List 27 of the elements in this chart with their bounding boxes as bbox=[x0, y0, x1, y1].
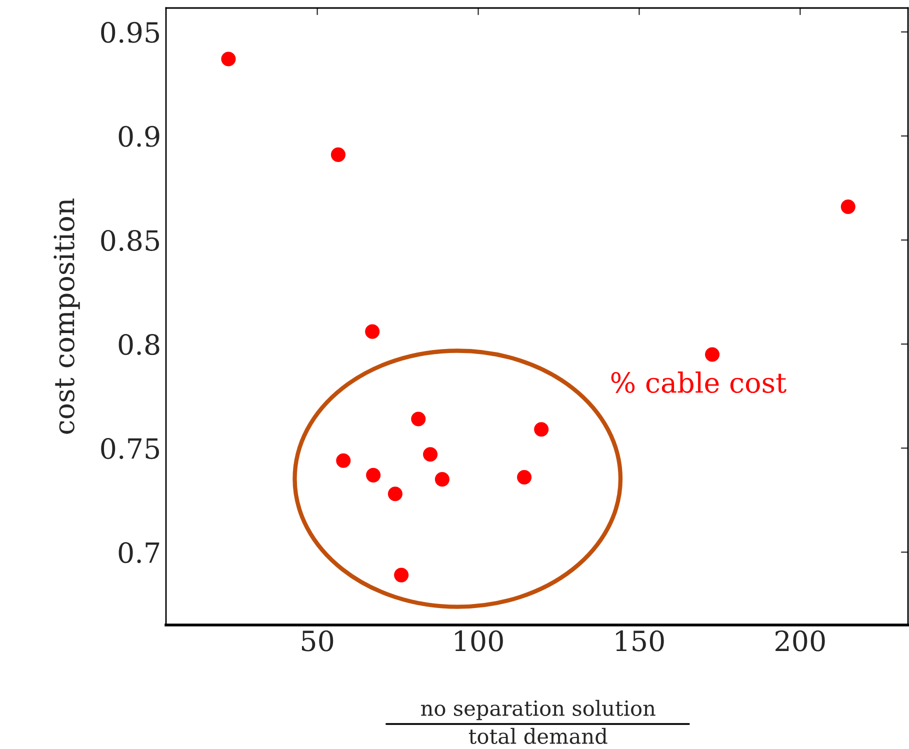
y-tick-label: 0.9 bbox=[118, 126, 160, 147]
point bbox=[704, 347, 720, 362]
y-axis-title: cost composition bbox=[54, 198, 80, 434]
y-tick-label: 0.8 bbox=[118, 334, 160, 356]
point bbox=[394, 568, 409, 582]
y-tick-label: 0.85 bbox=[101, 230, 159, 251]
point bbox=[434, 472, 450, 487]
x-axis-title: no separation solution total demand bbox=[421, 700, 656, 744]
x-tick-label: 200 bbox=[776, 630, 825, 652]
point bbox=[517, 470, 532, 485]
point bbox=[411, 412, 426, 426]
point bbox=[221, 52, 236, 66]
point bbox=[365, 324, 380, 339]
y-tick-label: 0.95 bbox=[101, 22, 159, 43]
point bbox=[388, 486, 402, 502]
point bbox=[366, 468, 381, 482]
x-tick-label: 150 bbox=[616, 630, 664, 652]
y-tick-label: 0.75 bbox=[101, 438, 159, 460]
point bbox=[840, 199, 856, 214]
x-tick-label: 50 bbox=[302, 630, 334, 652]
point bbox=[534, 422, 549, 437]
x-tick-label: 100 bbox=[455, 630, 503, 652]
point bbox=[330, 147, 346, 162]
point bbox=[423, 447, 438, 462]
series-label: % cable cost bbox=[611, 372, 786, 394]
point bbox=[336, 453, 351, 468]
y-tick-label: 0.7 bbox=[118, 542, 160, 564]
